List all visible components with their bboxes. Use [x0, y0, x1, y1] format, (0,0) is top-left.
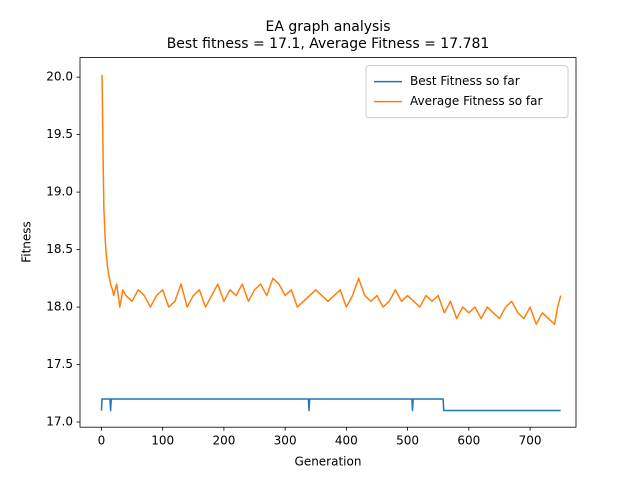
y-tick-label: 17.0	[46, 415, 73, 429]
legend: Best Fitness so far Average Fitness so fa…	[365, 65, 569, 119]
y-tick-label: 18.0	[46, 300, 73, 314]
data-line	[100, 398, 561, 412]
plot-frame	[79, 57, 577, 428]
x-tick-label: 100	[151, 434, 174, 448]
x-tick-label: 300	[274, 434, 297, 448]
x-tick-label: 500	[396, 434, 419, 448]
y-tick-label: 19.0	[46, 185, 73, 199]
y-tick-label: 20.0	[46, 70, 73, 84]
legend-box	[365, 65, 569, 119]
x-tick-label: 700	[519, 434, 542, 448]
y-tick-label: 17.5	[46, 357, 73, 371]
legend-label: Average Fitness so far	[410, 94, 542, 108]
y-tick-label: 18.5	[46, 242, 73, 256]
x-tick-label: 600	[457, 434, 480, 448]
x-tick-label: 200	[212, 434, 235, 448]
data-line	[101, 74, 562, 326]
x-tick-label: 400	[335, 434, 358, 448]
x-tick-label: 0	[98, 434, 106, 448]
chart-title: EA graph analysis	[266, 19, 391, 35]
y-axis-label: Fitness	[20, 221, 34, 263]
y-tick-label: 19.5	[46, 127, 73, 141]
legend-label: Best Fitness so far	[410, 74, 520, 88]
x-axis-label: Generation	[295, 455, 362, 469]
chart-subtitle: Best fitness = 17.1, Average Fitness = 1…	[167, 36, 490, 52]
